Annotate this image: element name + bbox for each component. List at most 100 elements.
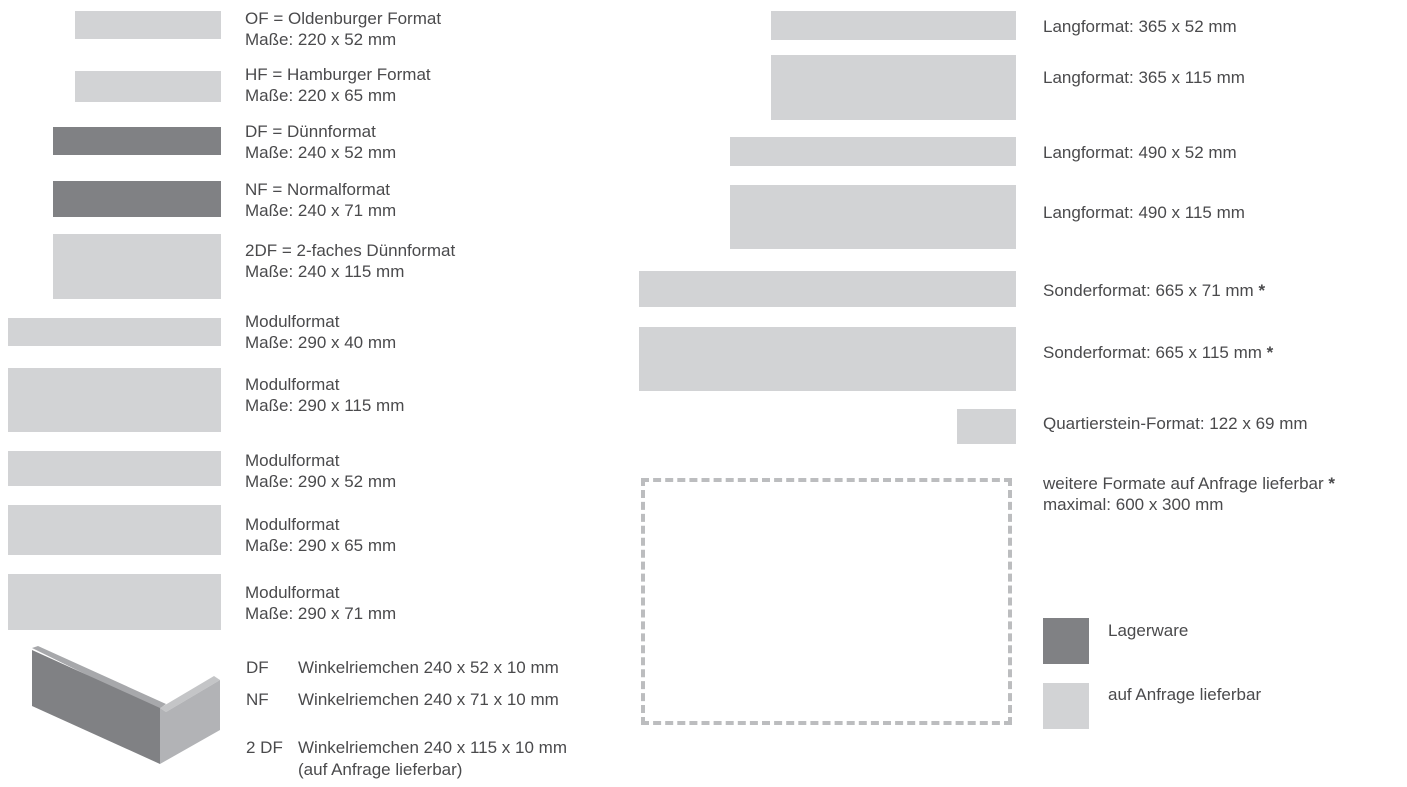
angle-brick-return-face	[160, 680, 220, 764]
label-modul-52-name: Modulformat	[245, 451, 340, 470]
label-modul-40-key: Maße:	[245, 333, 294, 352]
brick-modul-71	[8, 574, 221, 630]
label-modul-115-name: Modulformat	[245, 375, 340, 394]
label-modul-40: Modulformat Maße: 290 x 40 mm	[245, 311, 396, 353]
winkel-dims-2df: 240 x 115 x 10 mm	[423, 738, 567, 757]
winkel-dims-df: 240 x 52 x 10 mm	[423, 658, 559, 677]
label-quartier: Quartierstein-Format: 122 x 69 mm	[1043, 413, 1308, 434]
label-df-dims: 240 x 52 mm	[297, 143, 397, 162]
angle-brick-return-top	[160, 676, 220, 712]
label-of-dims: 220 x 52 mm	[297, 30, 397, 49]
label-of-name: OF = Oldenburger Format	[245, 9, 442, 28]
label-sonder-665-71-text: Sonderformat: 665 x 71 mm	[1043, 281, 1259, 300]
label-nf-key: Maße:	[245, 201, 294, 220]
label-modul-65-dims: 290 x 65 mm	[297, 536, 397, 555]
brick-modul-115	[8, 368, 221, 432]
angle-brick-front-face	[32, 650, 160, 764]
label-lang-490-115: Langformat: 490 x 115 mm	[1043, 202, 1245, 223]
label-modul-40-name: Modulformat	[245, 312, 340, 331]
label-quartier-text: Quartierstein-Format: 122 x 69 mm	[1043, 414, 1308, 433]
label-2df-dims: 240 x 115 mm	[297, 262, 405, 281]
brick-modul-65	[8, 505, 221, 555]
label-further-max-dims: 600 x 300 mm	[1115, 495, 1224, 514]
brick-sonder-665-71	[639, 271, 1016, 307]
label-df-name: DF = Dünnformat	[245, 122, 376, 141]
label-lang-490-52-text: Langformat: 490 x 52 mm	[1043, 143, 1237, 162]
brick-lang-365-52	[771, 11, 1016, 40]
label-further-formats-text: weitere Formate auf Anfrage lieferbar	[1043, 474, 1329, 493]
label-sonder-665-115: Sonderformat: 665 x 115 mm *	[1043, 342, 1273, 363]
label-modul-52-key: Maße:	[245, 472, 294, 491]
winkel-code-df: DF	[246, 658, 269, 677]
brick-lang-490-115	[730, 185, 1016, 249]
label-further-max-key: maximal:	[1043, 495, 1112, 514]
brick-2df	[53, 234, 221, 299]
label-further-formats: weitere Formate auf Anfrage lieferbar * …	[1043, 473, 1335, 515]
label-modul-65: Modulformat Maße: 290 x 65 mm	[245, 514, 396, 556]
brick-nf	[53, 181, 221, 217]
label-df: DF = Dünnformat Maße: 240 x 52 mm	[245, 121, 396, 163]
label-2df-key: Maße:	[245, 262, 294, 281]
winkel-name-df: Winkelriemchen	[298, 658, 419, 677]
label-nf-dims: 240 x 71 mm	[297, 201, 397, 220]
label-sonder-665-115-text: Sonderformat: 665 x 115 mm	[1043, 343, 1267, 362]
further-formats-dashed-box	[641, 478, 1012, 725]
label-modul-71: Modulformat Maße: 290 x 71 mm	[245, 582, 396, 624]
legend-swatch-on-request	[1043, 683, 1089, 729]
label-lang-490-52: Langformat: 490 x 52 mm	[1043, 142, 1237, 163]
legend-swatch-stock	[1043, 618, 1089, 664]
label-lang-490-115-text: Langformat: 490 x 115 mm	[1043, 203, 1245, 222]
label-modul-52-dims: 290 x 52 mm	[297, 472, 397, 491]
label-hf-dims: 220 x 65 mm	[297, 86, 397, 105]
angle-brick-illustration	[32, 646, 220, 764]
label-nf: NF = Normalformat Maße: 240 x 71 mm	[245, 179, 396, 221]
label-of-key: Maße:	[245, 30, 294, 49]
winkel-note-text: (auf Anfrage lieferbar)	[298, 760, 463, 779]
label-lang-365-52: Langformat: 365 x 52 mm	[1043, 16, 1237, 37]
label-hf-key: Maße:	[245, 86, 294, 105]
brick-of	[75, 11, 221, 39]
label-sonder-665-71: Sonderformat: 665 x 71 mm *	[1043, 280, 1265, 301]
label-modul-52: Modulformat Maße: 290 x 52 mm	[245, 450, 396, 492]
brick-lang-365-115	[771, 55, 1016, 120]
brick-lang-490-52	[730, 137, 1016, 166]
winkel-code-2df: 2 DF	[246, 738, 283, 757]
brick-modul-40	[8, 318, 221, 346]
legend-label-on-request-text: auf Anfrage lieferbar	[1108, 685, 1262, 704]
brick-sonder-665-115	[639, 327, 1016, 391]
label-modul-115: Modulformat Maße: 290 x 115 mm	[245, 374, 404, 416]
brick-df	[53, 127, 221, 155]
label-modul-40-dims: 290 x 40 mm	[297, 333, 397, 352]
label-df-key: Maße:	[245, 143, 294, 162]
angle-brick-top-face	[32, 646, 166, 710]
winkel-dims-nf: 240 x 71 x 10 mm	[423, 690, 559, 709]
label-lang-365-115-text: Langformat: 365 x 115 mm	[1043, 68, 1245, 87]
brick-quartier	[957, 409, 1016, 444]
label-modul-115-key: Maße:	[245, 396, 294, 415]
label-lang-365-52-text: Langformat: 365 x 52 mm	[1043, 17, 1237, 36]
legend-label-on-request: auf Anfrage lieferbar	[1108, 684, 1261, 705]
label-modul-115-dims: 290 x 115 mm	[297, 396, 405, 415]
winkel-note: (auf Anfrage lieferbar)	[298, 759, 462, 780]
label-modul-71-key: Maße:	[245, 604, 294, 623]
label-2df: 2DF = 2-faches Dünnformat Maße: 240 x 11…	[245, 240, 455, 282]
label-modul-71-name: Modulformat	[245, 583, 340, 602]
brick-modul-52	[8, 451, 221, 486]
label-hf-name: HF = Hamburger Format	[245, 65, 431, 84]
label-sonder-665-115-asterisk: *	[1266, 343, 1274, 362]
label-2df-name: 2DF = 2-faches Dünnformat	[245, 241, 456, 260]
label-modul-71-dims: 290 x 71 mm	[297, 604, 397, 623]
label-nf-name: NF = Normalformat	[245, 180, 390, 199]
winkel-code-nf: NF	[246, 690, 269, 709]
label-sonder-665-71-asterisk: *	[1258, 281, 1266, 300]
legend-label-stock: Lagerware	[1108, 620, 1188, 641]
label-further-formats-asterisk: *	[1328, 474, 1335, 493]
winkel-name-2df: Winkelriemchen	[298, 738, 419, 757]
label-of: OF = Oldenburger Format Maße: 220 x 52 m…	[245, 8, 441, 50]
brick-hf	[75, 71, 221, 102]
winkel-name-nf: Winkelriemchen	[298, 690, 419, 709]
label-hf: HF = Hamburger Format Maße: 220 x 65 mm	[245, 64, 431, 106]
legend-label-stock-text: Lagerware	[1108, 621, 1189, 640]
label-modul-65-name: Modulformat	[245, 515, 340, 534]
label-modul-65-key: Maße:	[245, 536, 294, 555]
